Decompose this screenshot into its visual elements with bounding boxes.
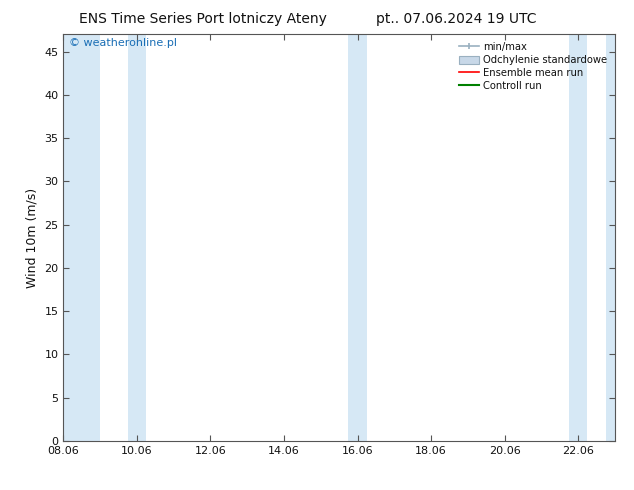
Legend: min/max, Odchylenie standardowe, Ensemble mean run, Controll run: min/max, Odchylenie standardowe, Ensembl… <box>456 39 610 94</box>
Bar <box>606 34 615 441</box>
Text: pt.. 07.06.2024 19 UTC: pt.. 07.06.2024 19 UTC <box>376 12 537 26</box>
Bar <box>128 34 146 441</box>
Bar <box>63 34 100 441</box>
Bar <box>349 34 367 441</box>
Text: © weatheronline.pl: © weatheronline.pl <box>69 38 177 49</box>
Text: ENS Time Series Port lotniczy Ateny: ENS Time Series Port lotniczy Ateny <box>79 12 327 26</box>
Y-axis label: Wind 10m (m/s): Wind 10m (m/s) <box>26 188 39 288</box>
Bar <box>569 34 588 441</box>
